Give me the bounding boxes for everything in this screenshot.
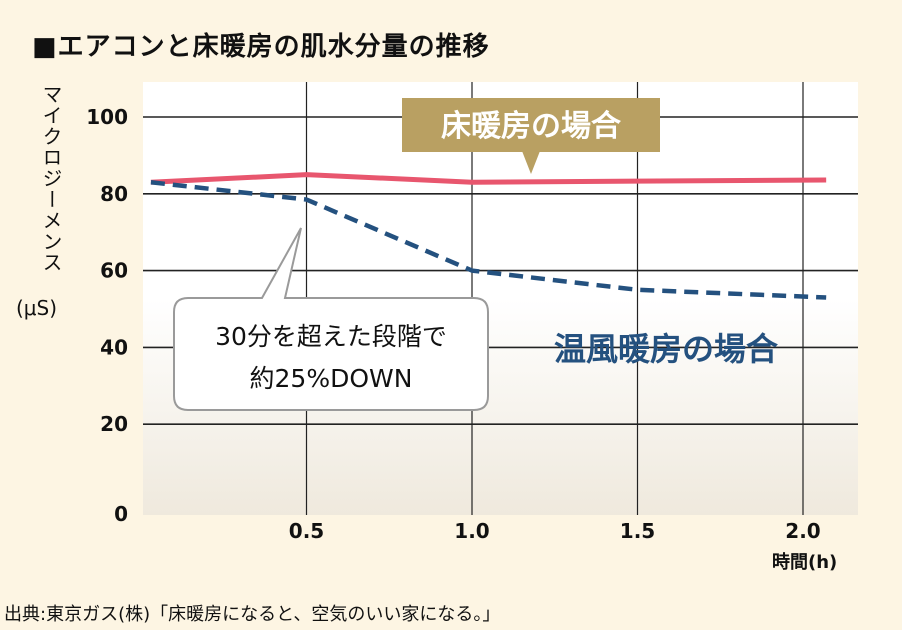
- y-tick-label: 60: [100, 259, 128, 283]
- y-tick-label: 100: [86, 105, 128, 129]
- label-pointer: [522, 151, 540, 174]
- floor-heating-label-box: [402, 98, 660, 152]
- series-label-floor-heating: 床暖房の場合: [441, 109, 621, 144]
- annotation-line2: 約25%DOWN: [250, 364, 413, 393]
- x-axis-label: 時間(h): [772, 552, 838, 573]
- x-tick-label: 1.0: [454, 519, 489, 543]
- series-label-warm-air-heating: 温風暖房の場合: [554, 330, 778, 368]
- y-tick-label: 40: [100, 335, 128, 359]
- annotation-callout: [173, 227, 489, 411]
- y-tick-label: 80: [100, 182, 128, 206]
- source-note: 出典:東京ガス(株)「床暖房になると、空気のいい家になる。」: [4, 604, 501, 625]
- y-tick-label: 20: [100, 412, 128, 436]
- x-tick-label: 0.5: [289, 519, 324, 543]
- y-axis-label: マイクロジーメンス: [39, 84, 63, 273]
- y-axis-unit: (μS): [16, 296, 58, 320]
- x-tick-label: 2.0: [785, 519, 820, 543]
- chart-title: ■エアコンと床暖房の肌水分量の推移: [32, 32, 490, 62]
- annotation-line1: 30分を超えた段階で: [215, 322, 447, 351]
- x-tick-label: 1.5: [620, 519, 655, 543]
- y-tick-label: 0: [114, 502, 128, 526]
